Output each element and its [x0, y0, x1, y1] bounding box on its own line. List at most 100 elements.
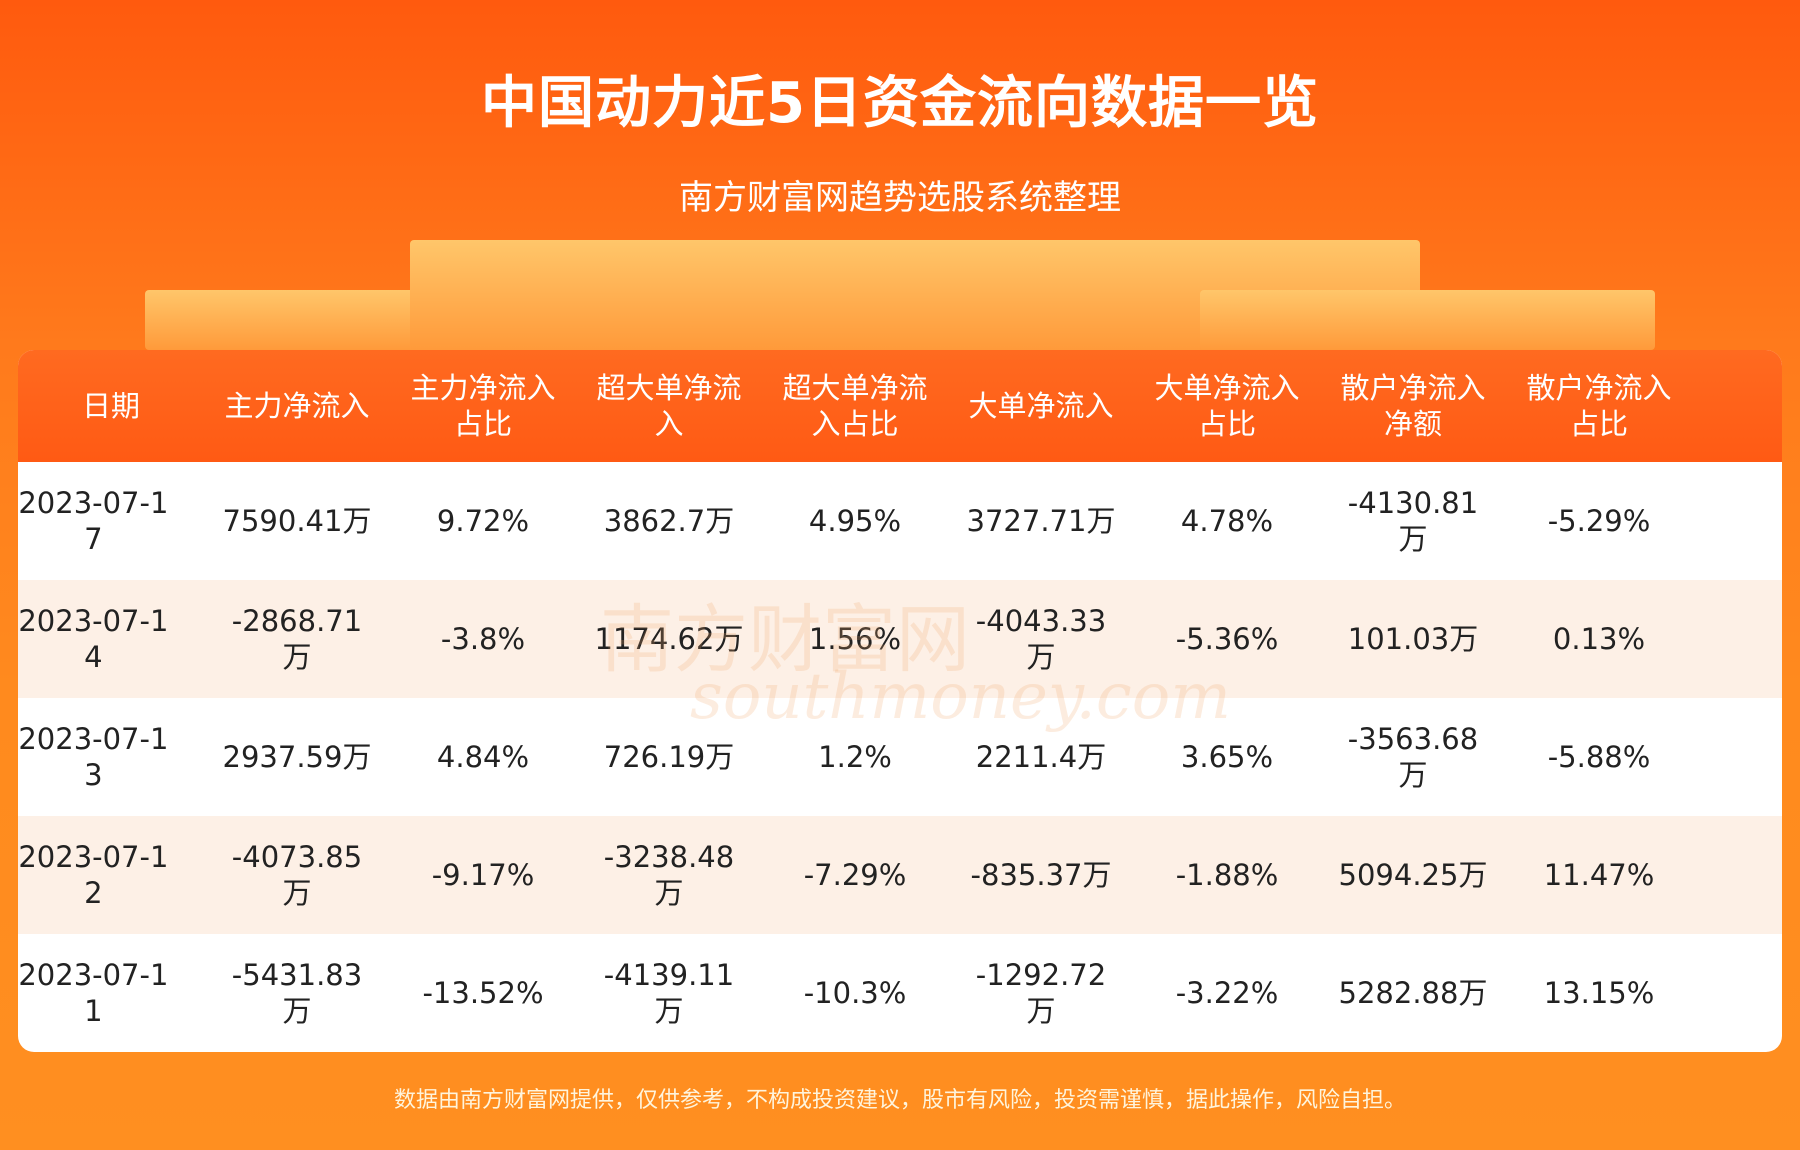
cell-text: -5.29%	[1547, 503, 1651, 538]
cell-text: 2023-07-13	[18, 721, 169, 792]
table-cell: 2211.4万	[948, 698, 1134, 816]
table-cell: -1.88%	[1134, 816, 1320, 934]
cell-text: 4.84%	[436, 739, 530, 774]
header-text: 超大单净流入占比	[782, 370, 928, 441]
cell-text: 5094.25万	[1338, 857, 1488, 892]
table-row: 2023-07-13 2937.59万 4.84% 726.19万 1.2% 2211.4…	[18, 698, 1782, 816]
cell-text: 2023-07-14	[18, 603, 169, 674]
cell-text: -3.22%	[1175, 975, 1279, 1010]
table: 日期 主力净流入 主力净流入占比 超大单净流入 超大单净流入占比 大单净流入 大单净流入占比…	[18, 350, 1782, 1052]
table-cell: -7.29%	[762, 816, 948, 934]
cell-text: -1.88%	[1175, 857, 1279, 892]
header-text: 散户净流入占比	[1526, 370, 1672, 441]
cell-text: 2937.59万	[222, 739, 372, 774]
cell-text: -1292.72万	[975, 957, 1107, 1028]
table-cell: 5094.25万	[1320, 816, 1506, 934]
header-text: 日期	[81, 388, 140, 423]
table-cell: -4043.33万	[948, 580, 1134, 698]
table-cell: 2023-07-12	[18, 816, 204, 934]
disclaimer: 数据由南方财富网提供，仅供参考，不构成投资建议，股市有风险，投资需谨慎，据此操作…	[393, 1088, 1406, 1113]
cell-text: 3727.71万	[966, 503, 1116, 538]
cell-text: 1174.62万	[594, 621, 744, 656]
table-cell: -3563.68万	[1320, 698, 1506, 816]
cell-text: 3.65%	[1180, 739, 1274, 774]
cell-text: 0.13%	[1552, 621, 1646, 656]
table-cell: -10.3%	[762, 934, 948, 1052]
table-cell: -4139.11万	[576, 934, 762, 1052]
header-cell: 超大单净流入占比	[762, 350, 948, 462]
cell-text: 2023-07-11	[18, 957, 169, 1028]
cell-text: 726.19万	[603, 739, 735, 774]
table-row: 2023-07-11 -5431.83万 -13.52% -4139.11万 -10.3…	[18, 934, 1782, 1052]
cell-text: -4073.85万	[231, 839, 363, 910]
cell-text: -10.3%	[803, 975, 907, 1010]
cell-text: -4043.33万	[975, 603, 1107, 674]
table-cell: 2023-07-17	[18, 462, 204, 580]
header-cell: 主力净流入占比	[390, 350, 576, 462]
table-cell: -5.36%	[1134, 580, 1320, 698]
table-cell: 4.84%	[390, 698, 576, 816]
cell-text: -3.8%	[440, 621, 526, 656]
table-cell: 3862.7万	[576, 462, 762, 580]
table-cell: 2023-07-13	[18, 698, 204, 816]
cell-text: 2211.4万	[975, 739, 1107, 774]
table-cell: -3238.48万	[576, 816, 762, 934]
subtitle: 南方财富网趋势选股系统整理	[679, 178, 1121, 218]
cell-text: 7590.41万	[222, 503, 372, 538]
table-cell: -13.52%	[390, 934, 576, 1052]
table-cell: 11.47%	[1506, 816, 1692, 934]
table-row: 2023-07-14 -2868.71万 -3.8% 1174.62万 1.56% -40…	[18, 580, 1782, 698]
table-cell: -1292.72万	[948, 934, 1134, 1052]
cell-text: -4130.81万	[1347, 485, 1479, 556]
table-cell: -9.17%	[390, 816, 576, 934]
table-cell: 3.65%	[1134, 698, 1320, 816]
table-row: 2023-07-12 -4073.85万 -9.17% -3238.48万 -7.29%…	[18, 816, 1782, 934]
cell-text: -3238.48万	[603, 839, 735, 910]
cell-text: -13.52%	[422, 975, 544, 1010]
cell-text: -5.36%	[1175, 621, 1279, 656]
cell-text: -3563.68万	[1347, 721, 1479, 792]
cell-text: 1.56%	[808, 621, 902, 656]
cell-text: 101.03万	[1347, 621, 1479, 656]
table-cell: 4.78%	[1134, 462, 1320, 580]
cell-text: -835.37万	[970, 857, 1112, 892]
table-cell: 9.72%	[390, 462, 576, 580]
table-cell: 1.56%	[762, 580, 948, 698]
table-cell: 2023-07-11	[18, 934, 204, 1052]
table-cell: 0.13%	[1506, 580, 1692, 698]
table-cell: -3.8%	[390, 580, 576, 698]
header-text: 主力净流入	[224, 388, 370, 423]
cell-text: -5431.83万	[231, 957, 363, 1028]
table-cell: 2023-07-14	[18, 580, 204, 698]
cell-text: 4.95%	[808, 503, 902, 538]
cell-text: -4139.11万	[603, 957, 735, 1028]
table-cell: 726.19万	[576, 698, 762, 816]
header-cell: 散户净流入净额	[1320, 350, 1506, 462]
cell-text: -7.29%	[803, 857, 907, 892]
table-cell: -5.88%	[1506, 698, 1692, 816]
table-row: 2023-07-17 7590.41万 9.72% 3862.7万 4.95% 3727.…	[18, 462, 1782, 580]
cell-text: -5.88%	[1547, 739, 1651, 774]
table-cell: -5431.83万	[204, 934, 390, 1052]
cell-text: 9.72%	[436, 503, 530, 538]
table-cell: -4073.85万	[204, 816, 390, 934]
header-cell: 散户净流入占比	[1506, 350, 1692, 462]
watermark: southmoney.com	[690, 660, 1231, 734]
table-cell: -3.22%	[1134, 934, 1320, 1052]
header-text: 大单净流入	[968, 388, 1114, 423]
header-text: 散户净流入净额	[1340, 370, 1486, 441]
table-cell: -5.29%	[1506, 462, 1692, 580]
table-cell: 101.03万	[1320, 580, 1506, 698]
cell-text: -9.17%	[431, 857, 535, 892]
cell-text: 5282.88万	[1338, 975, 1488, 1010]
decor	[1200, 290, 1655, 350]
header-cell: 主力净流入	[204, 350, 390, 462]
cell-text: 1.2%	[818, 739, 892, 774]
cell-text: 2023-07-12	[18, 839, 169, 910]
cell-text: 13.15%	[1543, 975, 1655, 1010]
header-text: 超大单净流入	[596, 370, 742, 441]
cell-text: 3862.7万	[603, 503, 735, 538]
table-cell: -2868.71万	[204, 580, 390, 698]
cell-text: -2868.71万	[231, 603, 363, 674]
